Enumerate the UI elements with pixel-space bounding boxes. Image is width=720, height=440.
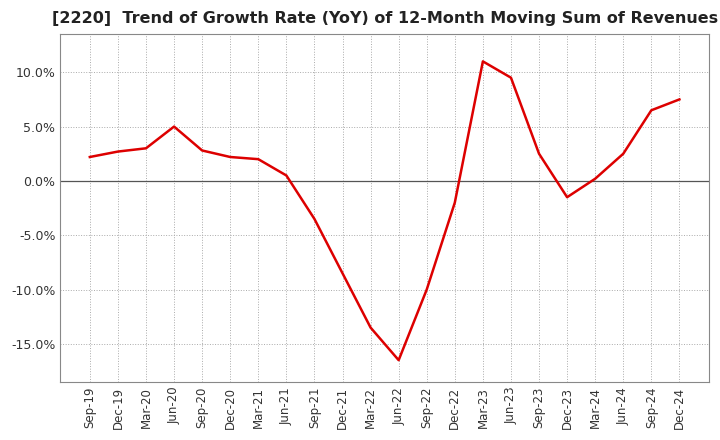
Title: [2220]  Trend of Growth Rate (YoY) of 12-Month Moving Sum of Revenues: [2220] Trend of Growth Rate (YoY) of 12-… bbox=[52, 11, 718, 26]
